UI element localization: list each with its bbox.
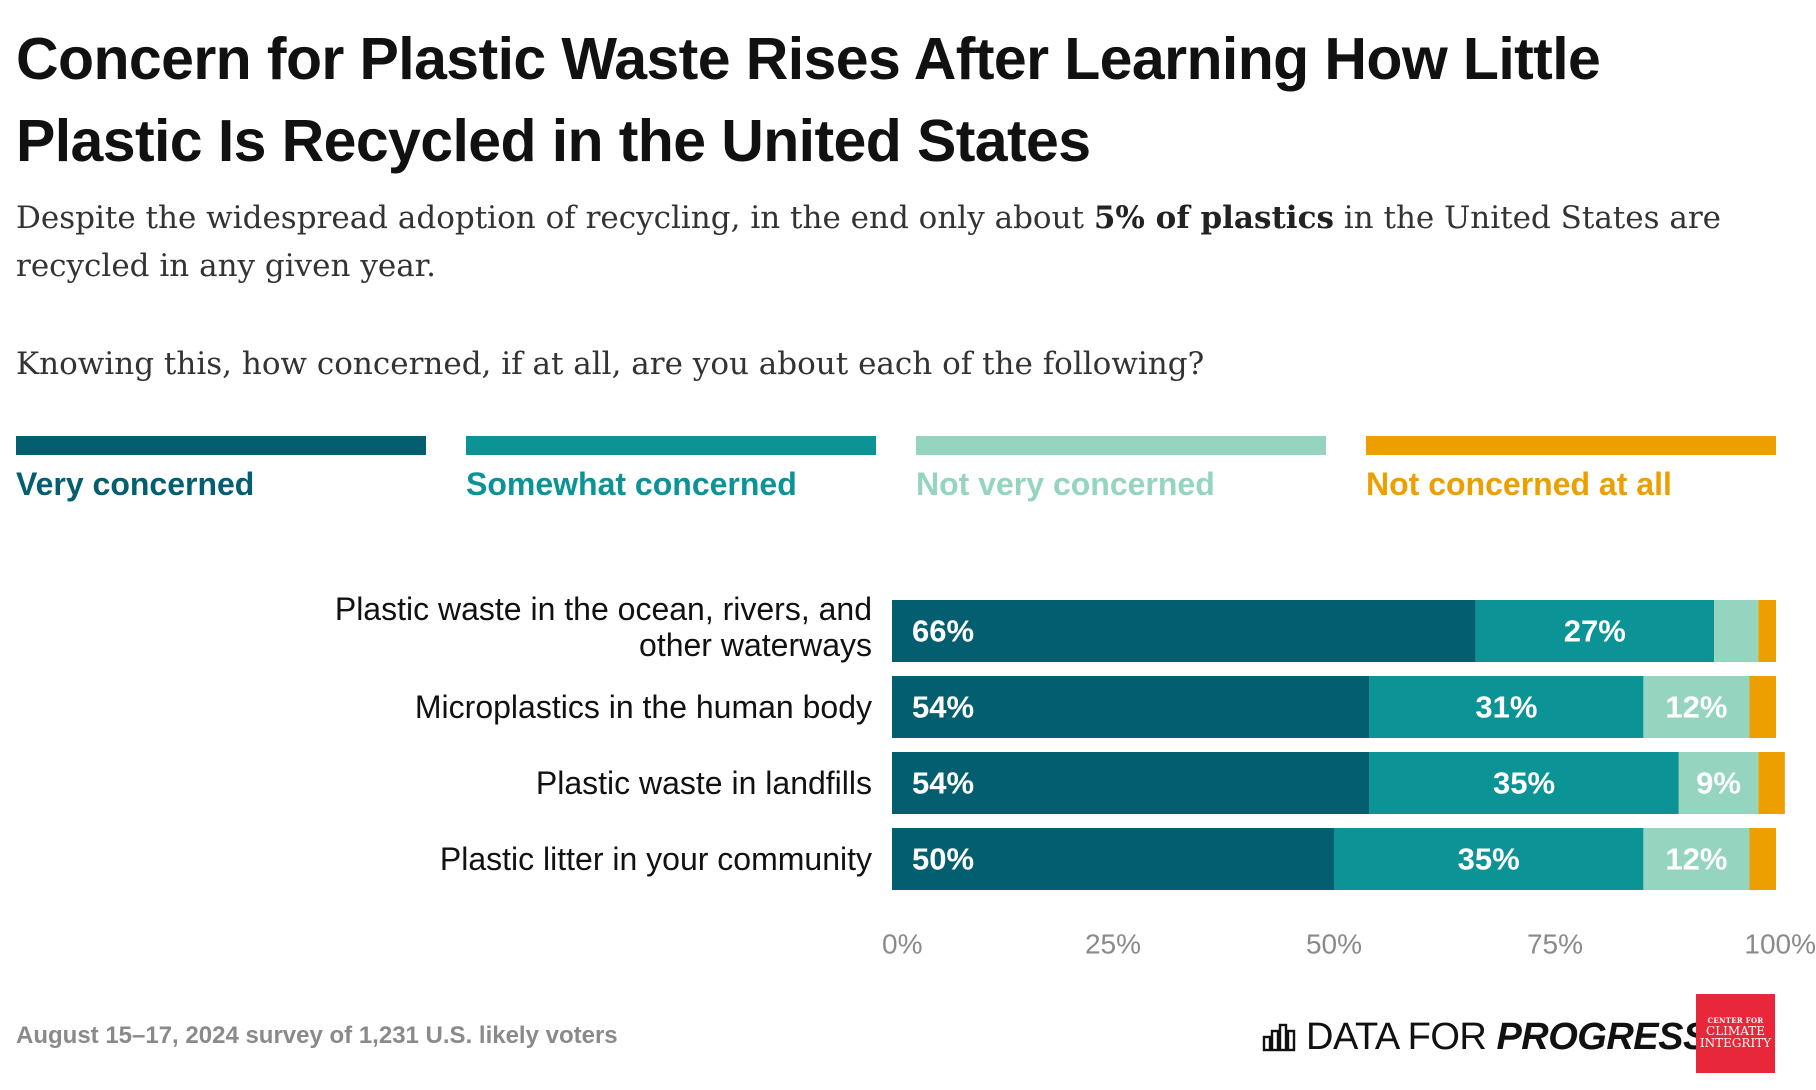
data-label-not-very-concerned-4: 12% [1665,842,1727,877]
legend-item-somewhat-concerned: Somewhat concerned [466,436,876,516]
subtitle-text-end: in the United States are recycled in any… [16,200,1722,284]
data-for-progress-logo: DATA FOR PROGRESS [1262,1012,1708,1062]
legend-item-very-concerned: Very concerned [16,436,426,516]
chart-subtitle: Despite the widespread adoption of recyc… [16,194,1796,290]
bar-not-very-concerned-4 [1643,828,1750,890]
bar-chart-icon [1262,1023,1296,1052]
data-label-not-very-concerned-2: 12% [1665,690,1727,725]
bar-not-very-concerned-2 [1643,676,1750,738]
legend-swatch-not-concerned-at-all [1366,436,1776,455]
bar-not-concerned-at-all-3 [1758,752,1785,814]
legend-item-not-concerned-at-all: Not concerned at all [1366,436,1776,516]
bar-very-concerned-2 [892,676,1370,738]
legend-swatch-not-very-concerned [916,436,1326,455]
bar-somewhat-concerned-4 [1334,828,1644,890]
bar-not-very-concerned-1 [1714,600,1759,662]
data-label-very-concerned-4: 50% [912,842,974,877]
bar-not-concerned-at-all-1 [1758,600,1776,662]
legend-label-very-concerned: Very concerned [16,466,255,502]
bar-very-concerned-3 [892,752,1370,814]
brand-light-text: DATA FOR [1306,1016,1497,1058]
bar-not-concerned-at-all-4 [1749,828,1776,890]
bar-not-very-concerned-3 [1678,752,1759,814]
bar-very-concerned-1 [892,600,1476,662]
survey-footnote: August 15–17, 2024 survey of 1,231 U.S. … [16,1022,618,1049]
data-label-very-concerned-3: 54% [912,766,974,801]
legend-swatch-somewhat-concerned [466,436,876,455]
x-tick-label-100: 100% [1744,929,1816,960]
data-label-somewhat-concerned-2: 31% [1475,690,1537,725]
data-label-somewhat-concerned-1: 27% [1564,614,1626,649]
legend-label-not-concerned-at-all: Not concerned at all [1366,466,1672,502]
chart-title: Concern for Plastic Waste Rises After Le… [16,26,1601,174]
data-label-not-very-concerned-3: 9% [1696,766,1741,801]
bar-somewhat-concerned-3 [1369,752,1679,814]
category-label-microplastics-in-the-human-body: Microplastics in the human body [415,689,872,725]
category-label-plastic-waste-in-the-ocean-rivers-and-other-waterways: Plastic waste in the ocean, rivers, and o… [335,591,872,663]
survey-question: Knowing this, how concerned, if at all, … [16,346,1205,382]
data-label-somewhat-concerned-4: 35% [1458,842,1520,877]
legend-label-not-very-concerned: Not very concerned [916,466,1215,502]
bar-not-concerned-at-all-2 [1749,676,1776,738]
legend-item-not-very-concerned: Not very concerned [916,436,1326,516]
subtitle-text-start: Despite the widespread adoption of recyc… [16,200,1094,236]
bar-somewhat-concerned-1 [1475,600,1715,662]
x-tick-label-25: 25% [1085,929,1141,960]
data-for-progress-wordmark: DATA FOR PROGRESS [1306,1012,1708,1062]
data-label-somewhat-concerned-3: 35% [1493,766,1555,801]
bar-very-concerned-4 [892,828,1334,890]
stacked-bar-chart: Plastic waste in the ocean, rivers, and o… [335,591,1816,960]
brand-bold-text: PROGRESS [1496,1016,1708,1058]
legend-swatch-very-concerned [16,436,426,455]
data-label-very-concerned-2: 54% [912,690,974,725]
x-tick-label-50: 50% [1306,929,1362,960]
legend-label-somewhat-concerned: Somewhat concerned [466,466,797,502]
category-label-plastic-litter-in-your-community: Plastic litter in your community [440,841,872,877]
bar-somewhat-concerned-2 [1369,676,1644,738]
cci-line-1: CENTER FOR [1707,1016,1764,1026]
x-tick-label-0: 0% [882,929,922,960]
subtitle-emphasis: 5% of plastics [1093,200,1334,236]
x-tick-label-75: 75% [1527,929,1583,960]
cci-line-2: CLIMATE [1706,1023,1765,1038]
center-for-climate-integrity-logo: CENTER FOR CLIMATE INTEGRITY [1696,994,1775,1073]
data-label-very-concerned-1: 66% [912,614,974,649]
cci-line-3: INTEGRITY [1699,1036,1772,1051]
category-label-plastic-waste-in-landfills: Plastic waste in landfills [536,765,872,801]
